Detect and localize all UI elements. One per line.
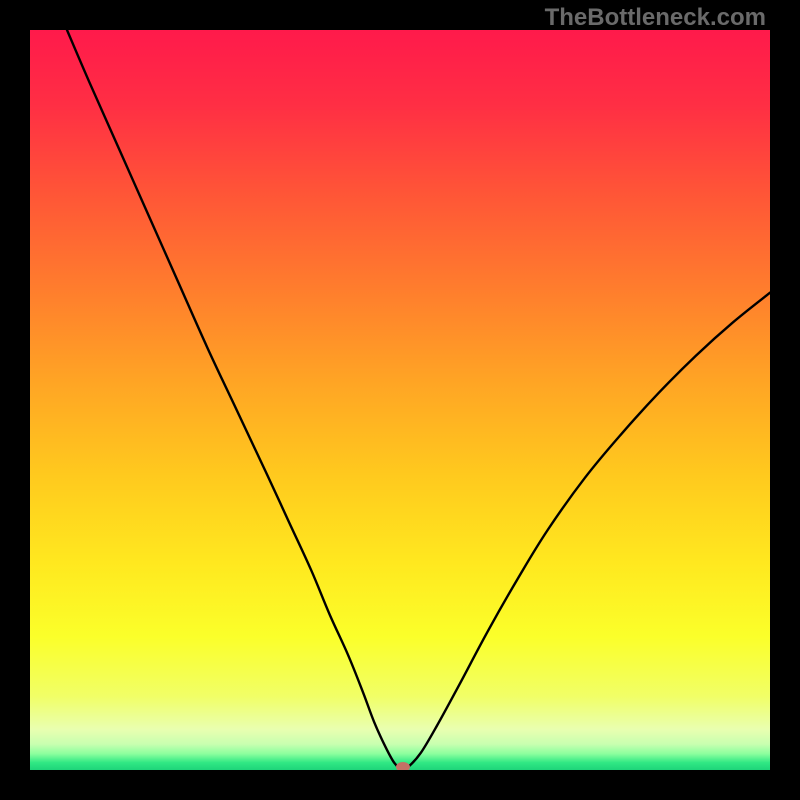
watermark-label: TheBottleneck.com [545, 4, 766, 32]
curve-minimum-marker [396, 762, 410, 770]
curve-right-branch [401, 293, 770, 770]
bottleneck-curve [30, 30, 770, 770]
curve-left-branch [67, 30, 401, 770]
chart-plot-area [30, 30, 770, 770]
